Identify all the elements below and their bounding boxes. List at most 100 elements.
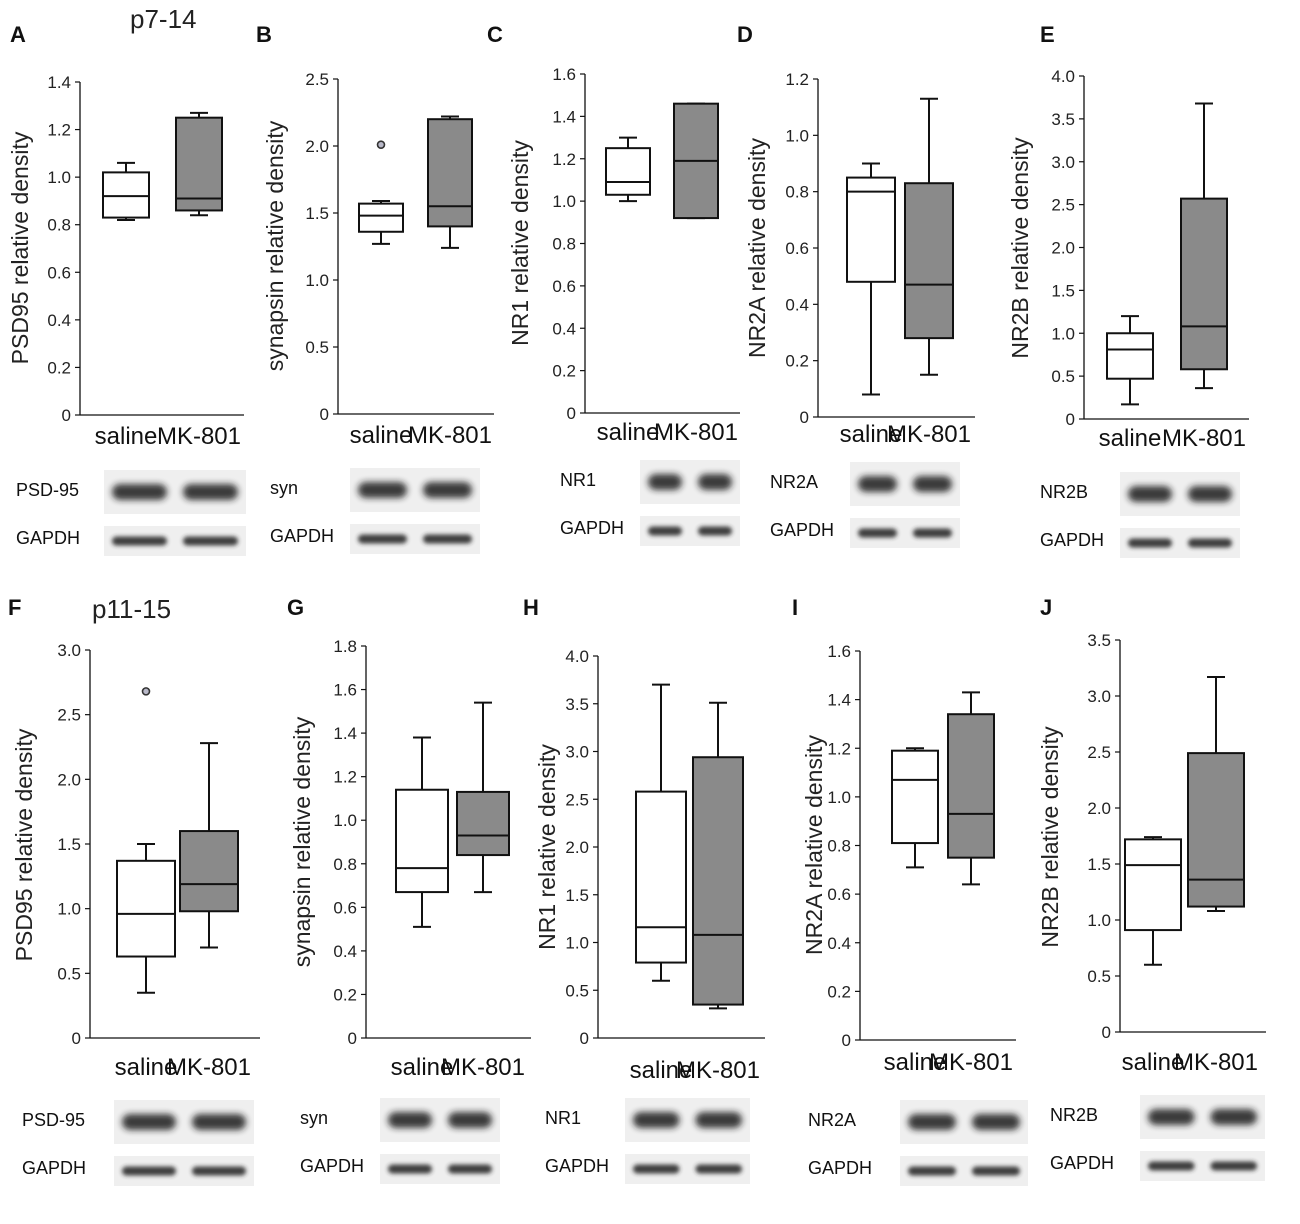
y-tick-label: 1.0 [305,271,329,290]
western-blot: syn GAPDH [270,468,480,554]
x-category-label: saline [1099,425,1162,452]
x-category-label: MK-801 [654,419,738,446]
y-tick-label: 0 [1102,1023,1111,1042]
y-tick-label: 1.2 [47,121,71,140]
gapdh-band [423,534,472,544]
blot-label: NR2A [808,1110,856,1130]
box-saline [358,140,404,245]
blot-label: NR2B [1040,482,1088,502]
y-tick-label: 1.4 [47,73,71,92]
y-tick-label: 0.4 [333,942,357,961]
y-tick-label: 0.2 [552,362,576,381]
y-tick-label: 1.2 [552,150,576,169]
y-tick-label: 2.5 [565,790,589,809]
x-category-label: saline [95,423,158,450]
protein-band [423,482,472,498]
y-tick-label: 0.5 [305,338,329,357]
panel-letter: E [1040,22,1055,47]
box-mk801 [179,742,239,949]
gapdh-band [695,1164,742,1174]
y-tick-label: 0 [320,405,329,424]
gapdh-band [192,1166,246,1176]
y-tick-label: 0.2 [47,358,71,377]
y-tick-label: 0.8 [827,837,851,856]
panel-c: C 0 0.2 0.4 0.6 0.8 1.0 1.2 1.4 1.6 NR1 relative d… [487,22,740,546]
gapdh-band [633,1164,680,1174]
y-tick-label: 1.2 [333,768,357,787]
y-axis-label: synapsin relative density [262,120,288,371]
y-tick-label: 1.4 [333,724,357,743]
y-tick-label: 1.4 [827,691,851,710]
iqr-box [1180,197,1228,371]
protein-band [633,1112,680,1128]
iqr-box [891,749,939,845]
iqr-box [692,756,744,1006]
box-saline [1124,836,1182,966]
y-tick-label: 3.5 [565,695,589,714]
panel-a: A 0 0.2 0.4 0.6 0.8 1.0 1.2 1.4 PSD95 relative de… [7,22,246,556]
x-category-label: saline [597,419,660,446]
y-tick-label: 2.5 [57,706,81,725]
panels-layer: A 0 0.2 0.4 0.6 0.8 1.0 1.2 1.4 PSD95 relative de… [7,22,1266,1186]
western-blot: syn GAPDH [300,1098,500,1184]
y-tick-label: 0 [348,1029,357,1048]
y-tick-label: 3.0 [1051,153,1075,172]
y-axis-label: NR2A relative density [801,735,827,955]
y-tick-label: 4.0 [1051,67,1075,86]
x-category-label: MK-801 [676,1057,760,1084]
y-tick-label: 0.5 [565,981,589,1000]
y-tick-label: 3.5 [1087,631,1111,650]
iqr-box [427,118,473,228]
protein-band [183,484,238,500]
x-category-label: MK-801 [167,1054,251,1081]
protein-band [1148,1109,1195,1125]
blot-label: GAPDH [16,528,80,548]
x-category-label: saline [115,1054,178,1081]
x-category-label: saline [840,421,903,448]
y-tick-label: 1.0 [333,811,357,830]
box-saline [635,683,687,982]
y-tick-label: 0.5 [1087,967,1111,986]
y-axis-label: NR1 relative density [507,140,533,346]
y-tick-label: 3.5 [1051,110,1075,129]
panel-b: B 0 0.5 1.0 1.5 2.0 2.5 synapsin relative densi… [256,22,494,554]
protein-band [972,1114,1020,1130]
y-tick-label: 0.2 [785,352,809,371]
y-tick-label: 1.0 [827,788,851,807]
blot-label: NR1 [545,1108,581,1128]
y-tick-label: 0 [62,406,71,425]
iqr-box [1124,838,1182,932]
blot-label: GAPDH [1040,530,1104,550]
gapdh-band [908,1166,956,1176]
panel-letter: D [737,22,753,47]
iqr-box [904,182,954,340]
box-saline [891,747,939,869]
western-blot: NR2B GAPDH [1050,1095,1265,1181]
y-tick-label: 1.5 [1051,281,1075,300]
y-tick-label: 0 [1066,410,1075,429]
x-category-label: MK-801 [1174,1049,1258,1076]
panel-letter: J [1040,595,1052,620]
panel-letter: C [487,22,503,47]
age-label-bottom: p11-15 [92,594,171,624]
protein-band [122,1114,176,1130]
panel-f: F 0 0.5 1.0 1.5 2.0 2.5 3.0 PSD95 relative densi… [8,595,260,1186]
box-mk801 [1180,102,1228,390]
y-tick-label: 1.5 [57,835,81,854]
x-category-label: saline [630,1057,693,1084]
gapdh-band [358,534,407,544]
y-tick-label: 0.4 [827,934,851,953]
y-tick-label: 0.5 [57,964,81,983]
y-tick-label: 1.0 [552,192,576,211]
x-category-label: MK-801 [1162,425,1246,452]
y-tick-label: 0.6 [47,263,71,282]
panel-letter: I [792,595,798,620]
protein-band [1128,486,1172,502]
y-tick-label: 2.0 [565,838,589,857]
y-axis-label: NR2B relative density [1037,726,1063,948]
iqr-box [605,147,651,196]
y-tick-label: 2.5 [305,70,329,89]
x-category-label: saline [350,422,413,449]
protein-band [908,1114,956,1130]
